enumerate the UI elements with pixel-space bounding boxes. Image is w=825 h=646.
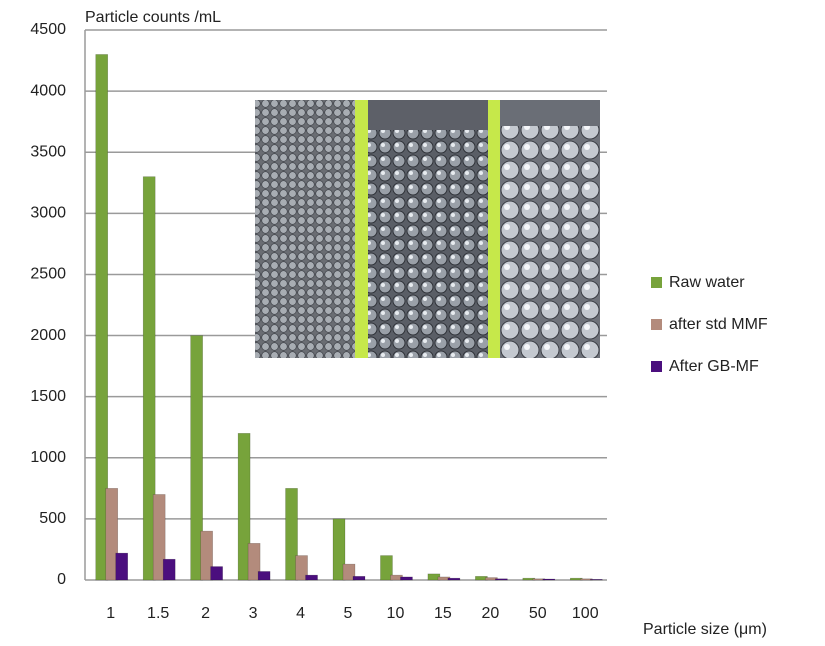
x-tick-label: 20 [481,605,499,622]
bar [163,559,175,580]
y-tick-label: 1500 [30,388,66,405]
bar [448,578,460,580]
x-tick-label: 15 [434,605,452,622]
bar [258,571,270,580]
x-tick-label: 1.5 [147,605,169,622]
chart-title: Particle counts /mL [85,9,221,26]
legend-label: after std MMF [669,316,768,333]
x-tick-label: 10 [387,605,405,622]
legend-label: After GB-MF [669,358,759,375]
y-tick-label: 0 [57,571,66,588]
x-tick-label: 50 [529,605,547,622]
legend-swatch [651,361,662,372]
bar [353,576,365,580]
legend-label: Raw water [669,274,745,291]
bar [543,579,555,580]
x-tick-label: 2 [201,605,210,622]
y-tick-label: 2500 [30,266,66,283]
y-tick-label: 2000 [30,327,66,344]
y-tick-label: 500 [39,510,66,527]
bar [116,553,128,580]
x-tick-label: 4 [296,605,305,622]
legend-swatch [651,319,662,330]
x-tick-label: 1 [106,605,115,622]
y-tick-label: 1000 [30,449,66,466]
x-tick-label: 5 [344,605,353,622]
bar [306,575,318,580]
bar [495,579,507,580]
legend-swatch [651,277,662,288]
chart: Particle counts /mL Particle size (μm) 0… [0,0,825,641]
bar [590,579,602,580]
y-tick-label: 4000 [30,82,66,99]
x-tick-label: 3 [249,605,258,622]
x-axis-title: Particle size (μm) [643,621,767,638]
y-tick-label: 4500 [30,21,66,38]
y-tick-label: 3000 [30,205,66,222]
bar [211,567,223,580]
bar [400,577,412,580]
y-tick-label: 3500 [30,143,66,160]
x-tick-label: 100 [572,605,599,622]
inset-photo [255,100,600,358]
